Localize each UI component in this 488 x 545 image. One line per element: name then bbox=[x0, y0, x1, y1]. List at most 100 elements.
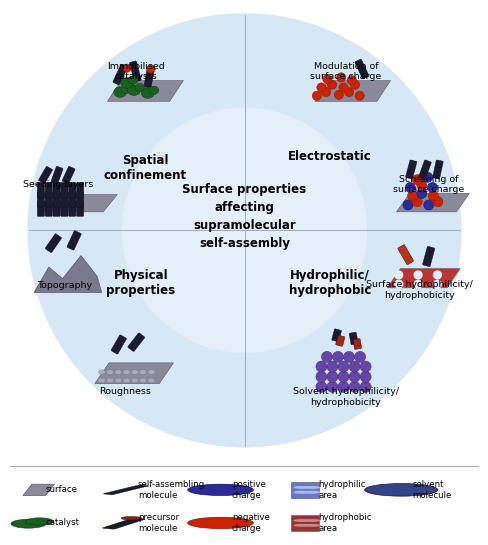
Text: Topography: Topography bbox=[37, 281, 92, 290]
Circle shape bbox=[393, 270, 403, 280]
Circle shape bbox=[354, 91, 364, 100]
Circle shape bbox=[348, 382, 359, 392]
Circle shape bbox=[293, 491, 309, 494]
Ellipse shape bbox=[127, 85, 140, 95]
FancyBboxPatch shape bbox=[76, 201, 83, 216]
Ellipse shape bbox=[121, 85, 131, 94]
Text: positive
charge: positive charge bbox=[231, 480, 265, 500]
Circle shape bbox=[322, 75, 331, 84]
Circle shape bbox=[344, 88, 353, 96]
Circle shape bbox=[332, 352, 343, 362]
Ellipse shape bbox=[148, 378, 155, 383]
Ellipse shape bbox=[115, 370, 122, 374]
Circle shape bbox=[327, 80, 336, 89]
Circle shape bbox=[321, 352, 332, 362]
Circle shape bbox=[432, 270, 441, 280]
Polygon shape bbox=[386, 269, 459, 288]
FancyBboxPatch shape bbox=[45, 192, 52, 207]
Circle shape bbox=[337, 361, 348, 372]
Circle shape bbox=[326, 361, 337, 372]
Circle shape bbox=[411, 197, 422, 207]
Text: Solvent hydrophilicity/
hydrophobicity: Solvent hydrophilicity/ hydrophobicity bbox=[292, 387, 398, 407]
Circle shape bbox=[423, 200, 433, 210]
Text: Modulation of
surface charge: Modulation of surface charge bbox=[309, 62, 381, 81]
Text: Screening of
surface charge: Screening of surface charge bbox=[392, 174, 464, 194]
Polygon shape bbox=[95, 363, 173, 384]
Text: negative
charge: negative charge bbox=[231, 513, 269, 533]
Circle shape bbox=[422, 172, 432, 183]
FancyBboxPatch shape bbox=[290, 515, 319, 531]
Circle shape bbox=[354, 352, 365, 362]
FancyBboxPatch shape bbox=[144, 67, 154, 88]
FancyBboxPatch shape bbox=[397, 245, 413, 265]
Ellipse shape bbox=[141, 88, 154, 98]
Circle shape bbox=[303, 524, 320, 527]
Circle shape bbox=[321, 88, 330, 96]
FancyBboxPatch shape bbox=[53, 192, 60, 207]
Circle shape bbox=[407, 191, 417, 201]
Circle shape bbox=[187, 484, 253, 495]
Circle shape bbox=[411, 174, 422, 185]
FancyBboxPatch shape bbox=[39, 166, 52, 184]
Circle shape bbox=[364, 483, 437, 496]
Circle shape bbox=[405, 183, 414, 192]
Ellipse shape bbox=[121, 77, 133, 88]
Text: Electrostatic: Electrostatic bbox=[287, 150, 371, 163]
Ellipse shape bbox=[106, 370, 113, 374]
Circle shape bbox=[348, 361, 359, 372]
Circle shape bbox=[315, 382, 326, 392]
FancyBboxPatch shape bbox=[113, 64, 127, 85]
Circle shape bbox=[432, 197, 442, 207]
Circle shape bbox=[146, 65, 155, 73]
Circle shape bbox=[122, 64, 131, 72]
Circle shape bbox=[393, 280, 403, 289]
Circle shape bbox=[315, 371, 326, 382]
FancyBboxPatch shape bbox=[348, 332, 357, 345]
FancyBboxPatch shape bbox=[45, 234, 61, 253]
Text: Hydrophilic/
hydrophobic: Hydrophilic/ hydrophobic bbox=[288, 269, 370, 297]
Circle shape bbox=[359, 382, 370, 392]
Text: Immobilised
catalysts: Immobilised catalysts bbox=[107, 62, 165, 81]
Ellipse shape bbox=[131, 370, 138, 374]
Circle shape bbox=[303, 491, 320, 494]
Polygon shape bbox=[107, 81, 183, 101]
FancyBboxPatch shape bbox=[405, 160, 416, 179]
FancyBboxPatch shape bbox=[37, 201, 44, 216]
FancyBboxPatch shape bbox=[68, 201, 76, 216]
Ellipse shape bbox=[123, 378, 130, 383]
FancyBboxPatch shape bbox=[127, 333, 144, 352]
FancyBboxPatch shape bbox=[432, 160, 442, 179]
Circle shape bbox=[293, 486, 309, 489]
Ellipse shape bbox=[148, 86, 159, 94]
Ellipse shape bbox=[114, 87, 126, 98]
Ellipse shape bbox=[123, 370, 130, 374]
Circle shape bbox=[338, 83, 347, 92]
Circle shape bbox=[432, 280, 441, 289]
Circle shape bbox=[187, 517, 253, 529]
Circle shape bbox=[336, 73, 345, 82]
FancyBboxPatch shape bbox=[53, 201, 60, 216]
Text: solvent
molecule: solvent molecule bbox=[412, 480, 451, 500]
FancyBboxPatch shape bbox=[68, 192, 76, 207]
FancyBboxPatch shape bbox=[335, 335, 344, 347]
Polygon shape bbox=[34, 256, 102, 293]
Circle shape bbox=[326, 371, 337, 382]
FancyBboxPatch shape bbox=[37, 192, 44, 207]
Text: Physical
properties: Physical properties bbox=[106, 269, 175, 297]
Ellipse shape bbox=[128, 76, 138, 84]
Polygon shape bbox=[23, 484, 54, 495]
Circle shape bbox=[337, 382, 348, 392]
Ellipse shape bbox=[11, 519, 46, 528]
Circle shape bbox=[28, 14, 460, 447]
FancyBboxPatch shape bbox=[76, 192, 83, 207]
Circle shape bbox=[326, 382, 337, 392]
FancyBboxPatch shape bbox=[331, 329, 341, 342]
Ellipse shape bbox=[115, 378, 122, 383]
Circle shape bbox=[311, 91, 321, 100]
FancyBboxPatch shape bbox=[68, 183, 76, 198]
Circle shape bbox=[293, 519, 309, 522]
FancyBboxPatch shape bbox=[61, 183, 68, 198]
Polygon shape bbox=[39, 195, 117, 212]
Ellipse shape bbox=[98, 370, 105, 374]
FancyBboxPatch shape bbox=[76, 183, 83, 198]
